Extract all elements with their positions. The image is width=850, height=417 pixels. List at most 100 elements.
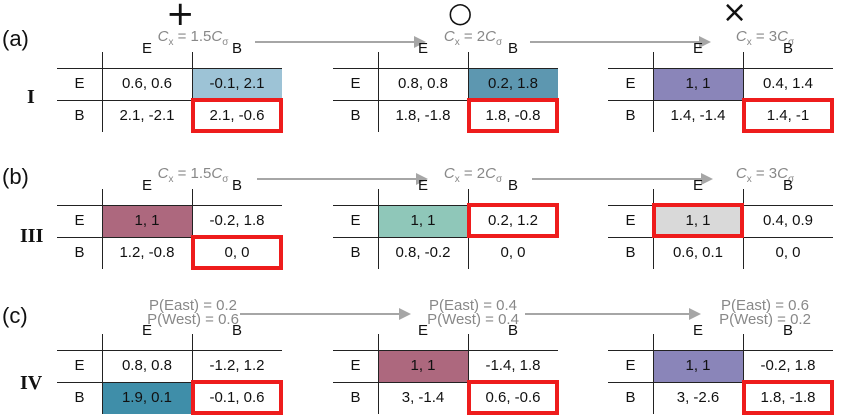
payoff-matrix: E B E B 1, 1 0.4, 0.9 0.6, 0.1 0, 0	[608, 173, 833, 269]
column-header: E	[692, 177, 703, 194]
equilibrium-highlight	[742, 98, 834, 133]
grid-line	[468, 334, 469, 414]
row-header: B	[625, 244, 636, 261]
shaded-cell	[378, 205, 468, 237]
column-header: E	[417, 40, 428, 57]
grid-line	[102, 52, 103, 132]
shaded-cell	[653, 350, 743, 382]
column-header: E	[141, 322, 152, 339]
grid-line	[333, 68, 558, 69]
shaded-cell	[102, 205, 192, 237]
payoff-matrix: E B E B 1, 1 0.2, 1.2 0.8, -0.2 0, 0	[333, 173, 559, 269]
column-header: E	[417, 322, 428, 339]
payoff-cell: 0.4, 1.4	[762, 75, 814, 92]
equilibrium-highlight	[742, 380, 834, 415]
cost-ratio-label: Cx = 2Cσ	[443, 28, 503, 48]
payoff-cell: 0.2, 1.8	[487, 75, 539, 92]
payoff-cell: 1.8, -1.8	[760, 389, 816, 406]
column-header: B	[507, 177, 518, 194]
grid-line	[743, 334, 744, 414]
payoff-cell: 0.4, 0.9	[762, 212, 814, 229]
payoff-cell: 1, 1	[685, 357, 711, 374]
payoff-cell: 1, 1	[410, 357, 436, 374]
grid-line	[608, 68, 833, 69]
payoff-cell: 0, 0	[775, 244, 801, 261]
probability-label: P(East) = 0.2 P(West) = 0.6	[147, 297, 239, 328]
column-header: B	[782, 177, 793, 194]
equilibrium-highlight	[191, 235, 283, 270]
progression-arrow	[530, 36, 711, 48]
roman-label-IV: IV	[20, 372, 43, 394]
row-header: E	[350, 357, 361, 374]
grid-line	[333, 237, 558, 238]
row-header: B	[350, 244, 361, 261]
probability-label: P(East) = 0.6 P(West) = 0.2	[719, 297, 811, 328]
grid-line	[333, 205, 558, 206]
grid-line	[378, 189, 379, 269]
payoff-cell: 1.2, -0.8	[119, 244, 175, 261]
equilibrium-highlight	[467, 380, 559, 415]
column-header: B	[231, 322, 242, 339]
payoff-matrix: E B E B 1, 1 -0.2, 1.8 3, -2.6 1.8, -1.8	[608, 318, 834, 415]
equilibrium-highlight	[191, 98, 283, 133]
payoff-cell: -0.2, 1.8	[209, 212, 265, 229]
grid-line	[333, 382, 558, 383]
column-header: B	[507, 322, 518, 339]
payoff-cell: 0.6, -0.6	[485, 389, 541, 406]
grid-line	[333, 350, 558, 351]
progression-arrow	[255, 36, 426, 48]
grid-line	[192, 52, 193, 132]
progression-arrow	[532, 173, 713, 185]
circle-symbol: ○	[448, 0, 473, 29]
grid-line	[57, 382, 282, 383]
grid-line	[192, 189, 193, 269]
payoff-cell: 0.8, 0.8	[397, 75, 449, 92]
progression-arrow	[525, 308, 701, 320]
row-header: E	[74, 75, 85, 92]
payoff-matrix: E B E B 0.6, 0.6 -0.1, 2.1 2.1, -2.1 2.1, -0.6	[57, 36, 283, 133]
payoff-cell: 0, 0	[500, 244, 526, 261]
payoff-cell: -0.1, 0.6	[209, 389, 265, 406]
grid-line	[192, 334, 193, 414]
payoff-cell: -1.2, 1.2	[209, 357, 265, 374]
payoff-cell: -0.2, 1.8	[760, 357, 816, 374]
shaded-cell	[653, 68, 743, 100]
payoff-cell: 0.8, -0.2	[395, 244, 451, 261]
payoff-cell: 1.9, 0.1	[121, 389, 173, 406]
row-header: E	[625, 75, 636, 92]
cost-ratio-label: Cx = 1.5Cσ	[157, 165, 229, 185]
shaded-cell	[653, 205, 743, 237]
shaded-cell	[378, 350, 468, 382]
row-header: E	[74, 357, 85, 374]
cost-ratio-label: Cx = 1.5Cσ	[157, 28, 229, 48]
equilibrium-highlight	[467, 98, 559, 133]
payoff-cell: 0.6, 0.6	[121, 75, 173, 92]
payoff-cell: 3, -1.4	[401, 389, 445, 406]
shaded-cell	[468, 68, 558, 100]
equilibrium-highlight	[191, 380, 283, 415]
payoff-cell: 2.1, -2.1	[119, 107, 175, 124]
grid-line	[653, 334, 654, 414]
plus-symbol: +	[166, 0, 195, 34]
grid-line	[102, 189, 103, 269]
payoff-cell: 1.4, -1.4	[670, 107, 726, 124]
payoff-cell: -1.4, 1.8	[485, 357, 541, 374]
row-header: E	[625, 212, 636, 229]
grid-line	[743, 52, 744, 132]
grid-line	[57, 100, 282, 101]
payoff-cell: 1, 1	[685, 75, 711, 92]
row-header: E	[350, 75, 361, 92]
grid-line	[57, 237, 282, 238]
grid-line	[608, 100, 833, 101]
progression-arrow	[240, 308, 411, 320]
cost-ratio-label: Cx = 3Cσ	[735, 28, 795, 48]
grid-line	[102, 334, 103, 414]
progression-arrow	[257, 173, 428, 185]
panel-label-c: (c)	[2, 303, 28, 328]
payoff-matrix: E B E B 1, 1 -1.4, 1.8 3, -1.4 0.6, -0.6	[333, 318, 559, 415]
row-header: E	[74, 212, 85, 229]
row-header: B	[625, 389, 636, 406]
row-header: B	[350, 107, 361, 124]
grid-line	[608, 382, 833, 383]
cost-ratio-label: Cx = 2Cσ	[443, 165, 503, 185]
